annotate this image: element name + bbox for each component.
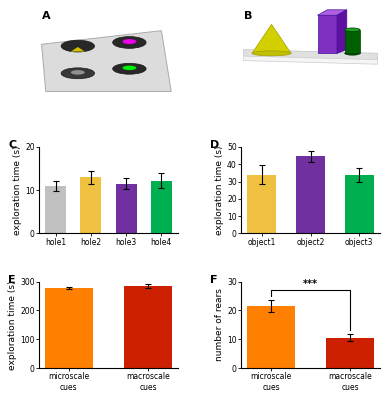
Bar (80, 177, 101, 233)
Ellipse shape (113, 63, 146, 74)
Text: C: C (8, 140, 16, 150)
Ellipse shape (61, 40, 95, 52)
Text: F: F (210, 275, 218, 285)
Ellipse shape (123, 66, 136, 70)
Polygon shape (244, 50, 378, 60)
Text: E: E (8, 275, 16, 285)
Ellipse shape (113, 36, 146, 48)
Bar (45, 288, 93, 368)
Bar (345, 175, 374, 233)
Bar (247, 175, 276, 233)
Ellipse shape (345, 28, 360, 32)
Polygon shape (337, 10, 347, 53)
Text: B: B (244, 11, 252, 21)
Bar (247, 306, 295, 368)
Bar (296, 156, 325, 233)
Text: D: D (210, 140, 220, 150)
Ellipse shape (61, 68, 95, 79)
Y-axis label: exploration time (s): exploration time (s) (215, 146, 224, 235)
Bar (45, 186, 66, 233)
Bar (151, 181, 172, 233)
Polygon shape (317, 15, 337, 53)
Ellipse shape (71, 70, 85, 75)
Polygon shape (71, 47, 85, 52)
Y-axis label: number of rears: number of rears (215, 288, 224, 361)
Polygon shape (252, 24, 291, 53)
Ellipse shape (252, 51, 291, 56)
Text: A: A (42, 11, 50, 21)
Polygon shape (244, 50, 378, 64)
Polygon shape (317, 10, 347, 15)
Text: ***: *** (303, 280, 318, 290)
Bar (124, 286, 172, 368)
Y-axis label: exploration time (s): exploration time (s) (13, 146, 22, 235)
Ellipse shape (123, 39, 136, 44)
Ellipse shape (345, 52, 360, 55)
Y-axis label: exploration time (s): exploration time (s) (8, 280, 17, 370)
Polygon shape (345, 30, 360, 53)
Bar (326, 338, 374, 368)
Polygon shape (42, 31, 171, 92)
Bar (116, 184, 137, 233)
